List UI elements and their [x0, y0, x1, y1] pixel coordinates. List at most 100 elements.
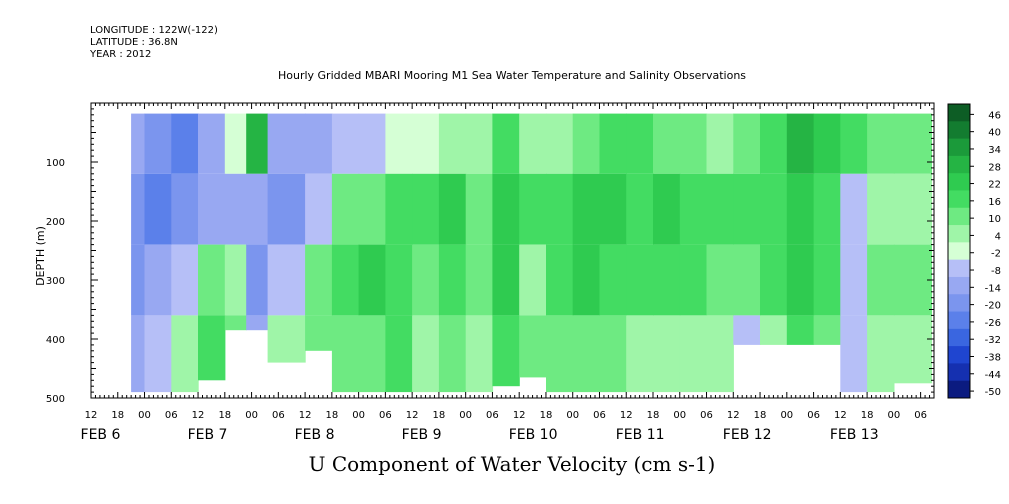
heatmap-field — [131, 113, 932, 393]
colorbar-swatch — [948, 328, 970, 347]
heatmap-cell — [546, 244, 574, 316]
heatmap-cell — [224, 315, 247, 331]
colorbar-swatch — [948, 207, 970, 226]
x-day-label: FEB 10 — [509, 427, 558, 443]
heatmap-cell — [572, 113, 601, 174]
x-hour-label: 06 — [272, 410, 285, 421]
colorbar-label: 10 — [988, 214, 1001, 225]
heatmap-cell — [546, 315, 574, 393]
heatmap-cell — [706, 244, 734, 316]
x-hour-label: 12 — [513, 410, 526, 421]
heatmap-cell — [412, 113, 440, 174]
colorbar-swatch — [948, 363, 970, 382]
colorbar-label: 46 — [988, 110, 1001, 121]
x-day-label: FEB 13 — [830, 427, 879, 443]
colorbar-swatch — [948, 104, 970, 122]
longitude-label: LONGITUDE : 122W(-122) — [90, 25, 218, 36]
x-hour-label: 00 — [566, 410, 579, 421]
heatmap-cell — [131, 315, 146, 393]
colorbar-label: -38 — [985, 352, 1001, 363]
heatmap-cell — [760, 315, 788, 345]
colorbar-frame — [947, 103, 971, 399]
heatmap-cell — [358, 315, 386, 393]
heatmap-cell — [519, 244, 547, 316]
heatmap-cell — [171, 113, 199, 174]
colorbar-swatch — [948, 276, 970, 295]
heatmap-cell — [519, 113, 547, 174]
heatmap-cell — [626, 113, 654, 174]
x-hour-label: 12 — [299, 410, 312, 421]
heatmap-cell — [198, 113, 226, 174]
colorbar-swatch — [948, 173, 970, 191]
heatmap-cell — [267, 244, 306, 316]
y-tick-label: 200 — [46, 217, 65, 228]
heatmap-cell — [331, 113, 360, 174]
heatmap-cell — [893, 244, 932, 316]
x-day-label: FEB 7 — [188, 427, 228, 443]
colorbar-label: -20 — [985, 301, 1001, 312]
colorbar-swatch — [948, 242, 970, 261]
heatmap-cell — [358, 113, 386, 174]
x-hour-label: 06 — [379, 410, 392, 421]
heatmap-cell — [572, 173, 601, 245]
heatmap-cell — [546, 173, 574, 245]
heatmap-cell — [492, 173, 520, 245]
heatmap-cell — [840, 244, 868, 316]
colorbar-swatch — [948, 155, 970, 174]
heatmap-cell — [893, 173, 932, 245]
x-hour-label: 00 — [352, 410, 365, 421]
x-day-label: FEB 8 — [295, 427, 335, 443]
heatmap-cell — [267, 113, 306, 174]
heatmap-cell — [385, 173, 413, 245]
heatmap-cell — [840, 113, 868, 174]
heatmap-cell — [331, 244, 360, 316]
colorbar-swatch — [948, 138, 970, 157]
x-hour-label: 18 — [218, 410, 231, 421]
heatmap-cell — [706, 113, 734, 174]
heatmap-cell — [840, 173, 868, 245]
colorbar-label: 22 — [988, 180, 1001, 191]
heatmap-cell — [224, 173, 247, 245]
heatmap-cell — [653, 113, 681, 174]
heatmap-cell — [599, 173, 627, 245]
x-hour-label: 18 — [754, 410, 767, 421]
heatmap-cell — [171, 173, 199, 245]
heatmap-cell — [599, 244, 627, 316]
heatmap-cell — [331, 173, 360, 245]
colorbar-swatch — [948, 294, 970, 312]
heatmap-cell — [653, 315, 681, 393]
heatmap-cell — [331, 315, 360, 393]
heatmap-cell — [305, 173, 333, 245]
heatmap-cell — [492, 244, 520, 316]
colorbar-label: 34 — [988, 145, 1001, 156]
x-hour-label: 00 — [887, 410, 900, 421]
y-tick-label: 300 — [46, 276, 65, 287]
colorbar-swatch — [948, 225, 970, 243]
heatmap-cell — [840, 315, 868, 393]
heatmap-cell — [412, 173, 440, 245]
heatmap-cell — [246, 315, 269, 331]
heatmap-cell — [679, 315, 708, 393]
heatmap-cell — [626, 315, 654, 393]
heatmap-cell — [438, 173, 467, 245]
heatmap-cell — [358, 173, 386, 245]
heatmap-cell — [144, 244, 172, 316]
heatmap-cell — [131, 173, 146, 245]
colorbar-swatch — [948, 259, 970, 278]
heatmap-cell — [653, 173, 681, 245]
heatmap-cell — [144, 113, 172, 174]
colorbar-label: 16 — [988, 197, 1001, 208]
heatmap-cell — [572, 315, 601, 393]
heatmap-cell — [653, 244, 681, 316]
x-hour-label: 00 — [459, 410, 472, 421]
heatmap-cell — [760, 244, 788, 316]
heatmap-cell — [893, 113, 932, 174]
colorbar-label: -2 — [991, 249, 1001, 260]
heatmap-cell — [465, 244, 494, 316]
colorbar-swatch — [948, 190, 970, 209]
heatmap-cell — [131, 244, 146, 316]
x-hour-label: 06 — [165, 410, 178, 421]
y-axis-ticks: 100 200 300 400 500 — [46, 102, 934, 405]
heatmap-cell — [867, 173, 895, 245]
x-day-label: FEB 11 — [616, 427, 665, 443]
